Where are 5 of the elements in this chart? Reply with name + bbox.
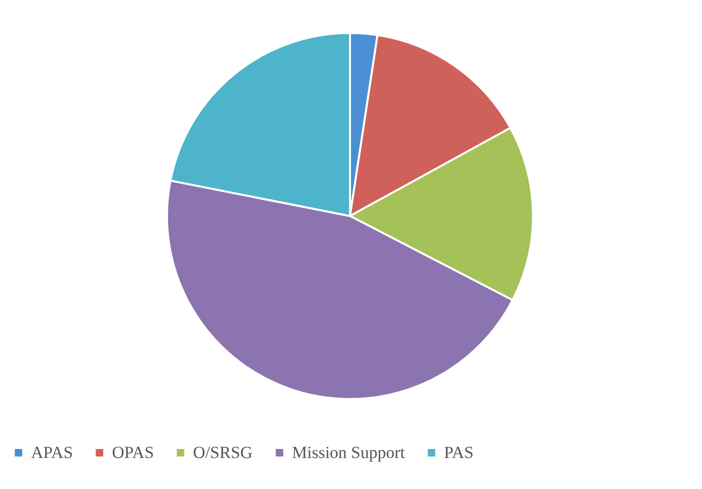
legend-label: APAS xyxy=(31,442,73,462)
legend-label: O/SRSG xyxy=(193,442,253,462)
legend-label: OPAS xyxy=(112,442,154,462)
legend-label: PAS xyxy=(444,442,474,462)
legend-label: Mission Support xyxy=(292,442,406,462)
